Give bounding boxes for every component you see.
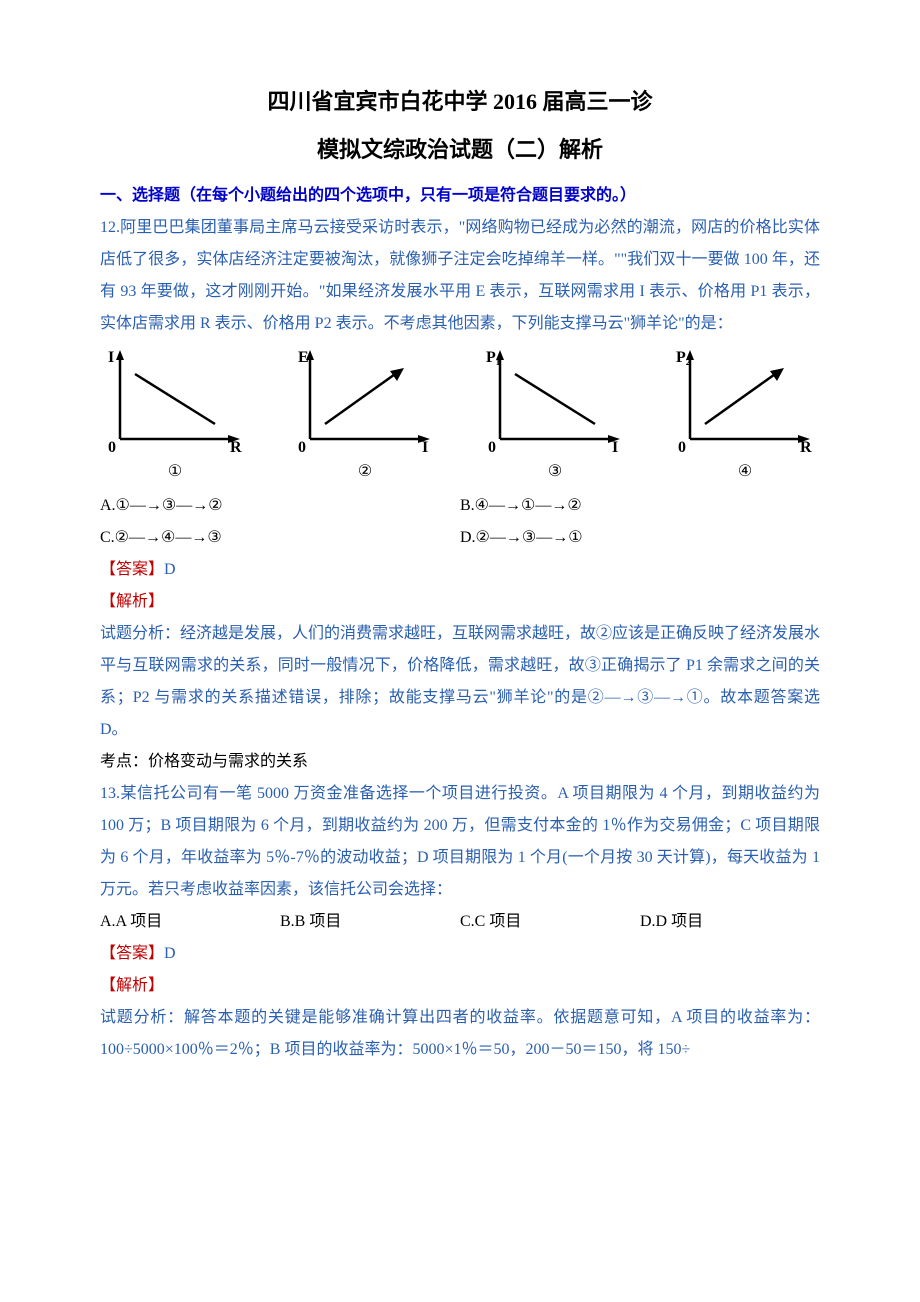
q13-opt-d: D.D 项目 bbox=[640, 906, 820, 938]
section-header: 一、选择题（在每个小题给出的四个选项中，只有一项是符合题目要求的。） bbox=[100, 180, 820, 212]
q12-answer: 【答案】D bbox=[100, 554, 820, 586]
q12-opt-c: C.②—→④—→③ bbox=[100, 522, 460, 554]
answer-label: 【答案】 bbox=[100, 561, 164, 578]
q12-kaodian: 考点：价格变动与需求的关系 bbox=[100, 746, 820, 778]
chart-4-xlabel: R bbox=[800, 439, 812, 454]
q13-analysis-body: 试题分析：解答本题的关键是能够准确计算出四者的收益率。依据题意可知，A 项目的收… bbox=[100, 1002, 820, 1066]
q12-options-row1: A.①—→③—→② B.④—→①—→② bbox=[100, 490, 820, 522]
q13-analysis-label: 【解析】 bbox=[100, 970, 820, 1002]
chart-1-origin: 0 bbox=[108, 439, 116, 454]
q13-answer-value: D bbox=[164, 945, 176, 962]
q12-opt-d: D.②—→③—→① bbox=[460, 522, 820, 554]
chart-id-4: ④ bbox=[670, 456, 820, 488]
chart-4: P₂ 0 R bbox=[670, 344, 820, 454]
chart-1-xlabel: R bbox=[230, 439, 242, 454]
chart-id-1: ① bbox=[100, 456, 250, 488]
q12-chart-ids: ① ② ③ ④ bbox=[100, 456, 820, 488]
chart-4-origin: 0 bbox=[678, 439, 686, 454]
chart-id-2: ② bbox=[290, 456, 440, 488]
page-title-line1: 四川省宜宾市白花中学 2016 届高三一诊 bbox=[100, 80, 820, 124]
chart-2-xlabel: I bbox=[422, 439, 428, 454]
chart-3-xlabel: I bbox=[612, 439, 618, 454]
q12-opt-a: A.①—→③—→② bbox=[100, 490, 460, 522]
q13-opt-c: C.C 项目 bbox=[460, 906, 640, 938]
q12-opt-b: B.④—→①—→② bbox=[460, 490, 820, 522]
q13-opt-a: A.A 项目 bbox=[100, 906, 280, 938]
q13-answer: 【答案】D bbox=[100, 938, 820, 970]
q13-text: 13.某信托公司有一笔 5000 万资金准备选择一个项目进行投资。A 项目期限为… bbox=[100, 778, 820, 906]
chart-3-origin: 0 bbox=[488, 439, 496, 454]
q13-opt-b: B.B 项目 bbox=[280, 906, 460, 938]
q12-answer-value: D bbox=[164, 561, 176, 578]
chart-2: E 0 I bbox=[290, 344, 440, 454]
answer-label: 【答案】 bbox=[100, 945, 164, 962]
chart-1: I 0 R bbox=[100, 344, 250, 454]
chart-3: P₁ 0 I bbox=[480, 344, 630, 454]
q12-options-row2: C.②—→④—→③ D.②—→③—→① bbox=[100, 522, 820, 554]
q12-analysis-label: 【解析】 bbox=[100, 586, 820, 618]
chart-id-3: ③ bbox=[480, 456, 630, 488]
q12-charts: I 0 R E 0 I P₁ 0 I P₂ 0 R bbox=[100, 344, 820, 454]
q13-options: A.A 项目 B.B 项目 C.C 项目 D.D 项目 bbox=[100, 906, 820, 938]
page-title-line2: 模拟文综政治试题（二）解析 bbox=[100, 128, 820, 172]
q12-analysis-body: 试题分析：经济越是发展，人们的消费需求越旺，互联网需求越旺，故②应该是正确反映了… bbox=[100, 618, 820, 746]
chart-2-origin: 0 bbox=[298, 439, 306, 454]
q12-text: 12.阿里巴巴集团董事局主席马云接受采访时表示，"网络购物已经成为必然的潮流，网… bbox=[100, 212, 820, 340]
chart-1-ylabel: I bbox=[108, 349, 114, 366]
